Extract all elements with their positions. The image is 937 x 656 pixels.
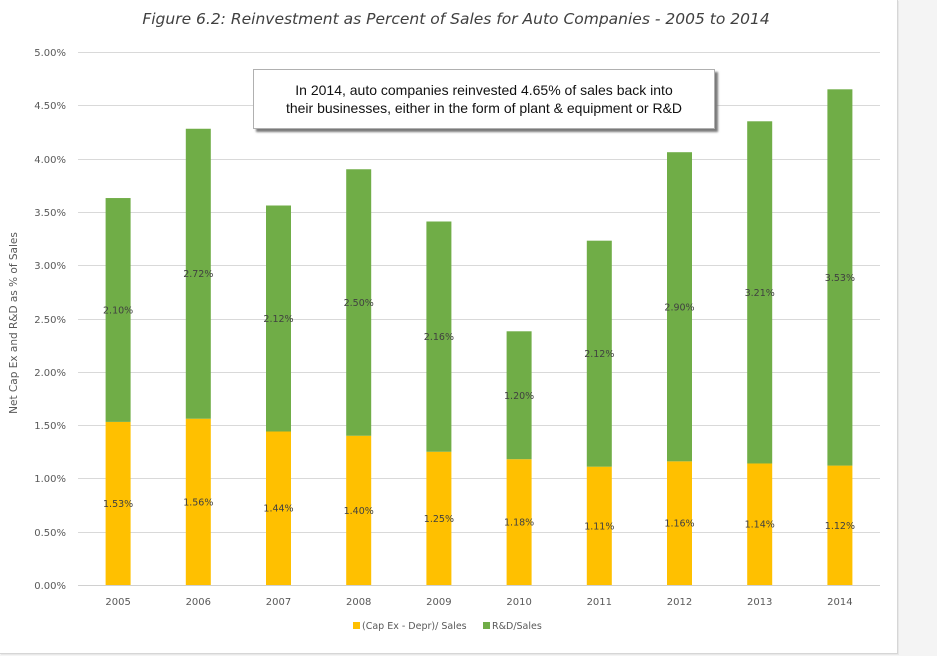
data-label-capex: 1.18% [504, 518, 534, 529]
data-label-capex: 1.44% [263, 504, 293, 515]
bar-rd-2009 [426, 221, 452, 452]
annotation-line-2: their businesses, either in the form of … [285, 100, 683, 116]
bar-capex-2007 [266, 431, 291, 585]
data-label-rd: 2.90% [664, 302, 694, 313]
x-tick-label: 2011 [587, 597, 612, 608]
bar-capex-2013 [747, 463, 773, 585]
bar-capex-2012 [667, 461, 692, 585]
y-tick-label: 3.00% [34, 261, 66, 272]
x-tick-label: 2008 [346, 597, 371, 608]
data-label-rd: 2.12% [263, 314, 293, 325]
annotation-callout: In 2014, auto companies reinvested 4.65%… [253, 69, 715, 129]
bar-capex-2014 [827, 465, 853, 585]
bar-capex-2011 [586, 466, 612, 585]
bar-capex-2010 [506, 459, 532, 585]
bar-rd-2013 [747, 121, 773, 464]
y-tick-label: 1.00% [34, 474, 66, 485]
data-label-rd: 2.16% [424, 332, 454, 343]
legend-swatch-capex [353, 622, 360, 629]
bar-rd-2011 [586, 240, 612, 467]
y-axis-ticks: 0.00% 0.50% 1.00% 1.50% 2.00% 2.50% 3.00% 3.50%… [34, 48, 66, 592]
bar-rd-2006 [185, 128, 211, 419]
x-tick-label: 2007 [266, 597, 291, 608]
data-label-rd: 2.50% [344, 298, 374, 309]
legend: (Cap Ex - Depr)/ Sales R&D/Sales [353, 621, 542, 632]
chart-title: Figure 6.2: Reinvestment as Percent of S… [142, 10, 769, 28]
data-label-rd: 3.21% [745, 288, 775, 299]
bar-rd-2012 [667, 152, 692, 462]
legend-label-capex: (Cap Ex - Depr)/ Sales [362, 621, 467, 632]
bar-rd-2008 [346, 169, 372, 436]
y-tick-label: 3.50% [34, 208, 66, 219]
y-tick-label: 0.50% [34, 528, 66, 539]
bar-capex-2009 [426, 451, 452, 585]
data-label-rd: 2.10% [103, 305, 133, 316]
x-tick-label: 2009 [426, 597, 451, 608]
bar-rd-2010 [506, 331, 532, 460]
x-axis-ticks: 2005 2006 2007 2008 2009 2010 2011 2012 2013 2014 [105, 597, 852, 608]
data-label-rd: 3.53% [825, 273, 855, 284]
data-label-rd: 2.72% [183, 269, 213, 280]
bar-capex-2005 [105, 421, 131, 585]
x-tick-label: 2005 [105, 597, 130, 608]
data-label-rd: 1.20% [504, 391, 534, 402]
data-labels: 1.53% 2.10% 1.56% 2.72% 1.44% 2.12% 1.40% 2.50%… [103, 269, 855, 532]
data-label-capex: 1.53% [103, 499, 133, 510]
legend-label-rd: R&D/Sales [492, 621, 542, 632]
bar-capex-2006 [185, 418, 211, 585]
y-tick-label: 1.50% [34, 421, 66, 432]
x-tick-label: 2012 [667, 597, 692, 608]
data-label-capex: 1.25% [424, 514, 454, 525]
y-tick-label: 4.50% [34, 101, 66, 112]
y-tick-label: 2.50% [34, 315, 66, 326]
y-axis-title: Net Cap Ex and R&D as % of Sales [8, 232, 20, 414]
data-label-capex: 1.11% [584, 521, 614, 532]
data-label-capex: 1.16% [664, 519, 694, 530]
y-tick-label: 0.00% [34, 581, 66, 592]
annotation-line-1: In 2014, auto companies reinvested 4.65%… [295, 82, 673, 98]
data-label-capex: 1.40% [344, 506, 374, 517]
bar-rd-2007 [266, 205, 291, 432]
bars [105, 89, 853, 585]
legend-swatch-rd [483, 622, 490, 629]
y-tick-label: 4.00% [34, 155, 66, 166]
y-tick-label: 5.00% [34, 48, 66, 59]
data-label-capex: 1.56% [183, 497, 213, 508]
x-tick-label: 2013 [747, 597, 772, 608]
stacked-bar-chart: Figure 6.2: Reinvestment as Percent of S… [8, 10, 880, 632]
data-label-rd: 2.12% [584, 349, 614, 360]
bar-rd-2014 [827, 89, 853, 466]
bar-capex-2008 [346, 435, 372, 585]
bar-rd-2005 [105, 198, 131, 422]
data-label-capex: 1.14% [745, 520, 775, 531]
y-tick-label: 2.00% [34, 368, 66, 379]
x-tick-label: 2010 [506, 597, 531, 608]
data-label-capex: 1.12% [825, 521, 855, 532]
x-tick-label: 2014 [827, 597, 852, 608]
x-tick-label: 2006 [186, 597, 211, 608]
chart-frame: Figure 6.2: Reinvestment as Percent of S… [0, 0, 898, 654]
